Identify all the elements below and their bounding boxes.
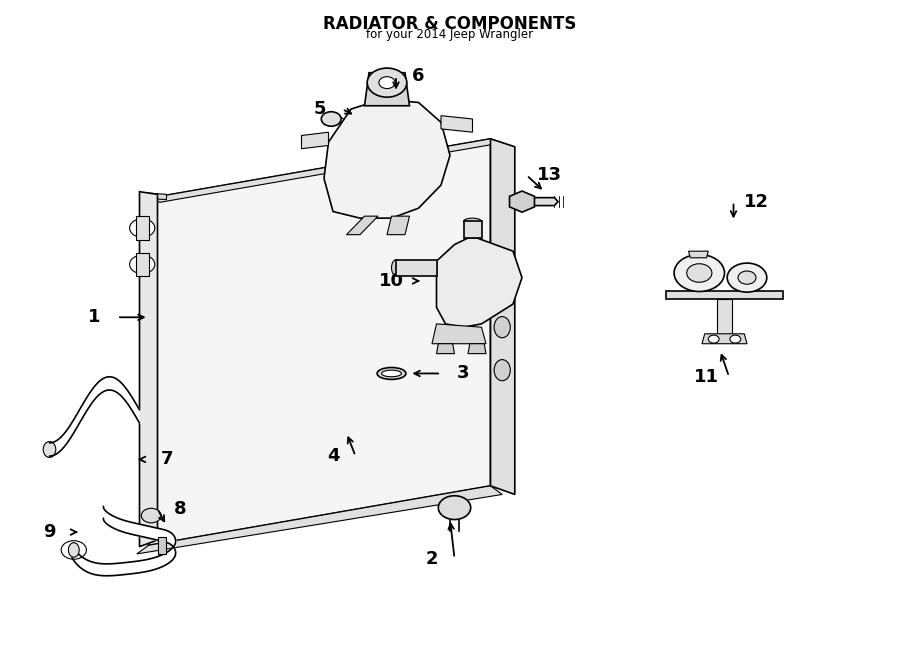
Circle shape xyxy=(738,271,756,284)
Polygon shape xyxy=(491,139,515,494)
Circle shape xyxy=(367,68,407,97)
Polygon shape xyxy=(666,291,783,299)
Circle shape xyxy=(708,335,719,343)
Polygon shape xyxy=(346,216,378,235)
Text: 5: 5 xyxy=(313,100,326,118)
Circle shape xyxy=(730,335,741,343)
Ellipse shape xyxy=(68,543,79,557)
Polygon shape xyxy=(432,324,486,344)
FancyBboxPatch shape xyxy=(136,253,149,276)
Text: 8: 8 xyxy=(174,500,186,518)
Circle shape xyxy=(379,77,395,89)
Circle shape xyxy=(137,260,148,268)
Polygon shape xyxy=(140,192,158,547)
Circle shape xyxy=(452,262,502,299)
Text: 12: 12 xyxy=(743,192,769,211)
Text: 11: 11 xyxy=(694,368,719,386)
Polygon shape xyxy=(531,198,558,206)
Polygon shape xyxy=(441,116,472,132)
Ellipse shape xyxy=(382,370,401,377)
Polygon shape xyxy=(364,73,410,106)
Polygon shape xyxy=(436,238,522,327)
Ellipse shape xyxy=(494,360,510,381)
Text: 7: 7 xyxy=(160,450,173,469)
Polygon shape xyxy=(468,344,486,354)
Text: 10: 10 xyxy=(379,272,404,290)
Polygon shape xyxy=(324,99,450,218)
Text: for your 2014 Jeep Wrangler: for your 2014 Jeep Wrangler xyxy=(366,28,534,42)
Circle shape xyxy=(130,219,155,237)
Polygon shape xyxy=(717,299,732,334)
Polygon shape xyxy=(436,344,454,354)
Circle shape xyxy=(687,264,712,282)
Polygon shape xyxy=(509,191,535,212)
Text: 4: 4 xyxy=(327,447,339,465)
Circle shape xyxy=(137,224,148,232)
Polygon shape xyxy=(464,221,482,238)
Text: RADIATOR & COMPONENTS: RADIATOR & COMPONENTS xyxy=(323,15,577,32)
Polygon shape xyxy=(148,139,490,545)
Ellipse shape xyxy=(494,267,510,288)
Circle shape xyxy=(141,508,161,523)
Polygon shape xyxy=(387,216,410,235)
Polygon shape xyxy=(396,260,436,276)
Circle shape xyxy=(674,254,725,292)
Text: 6: 6 xyxy=(412,67,425,85)
Ellipse shape xyxy=(494,317,510,338)
Polygon shape xyxy=(688,251,708,258)
Circle shape xyxy=(130,255,155,274)
Circle shape xyxy=(438,496,471,520)
Polygon shape xyxy=(158,537,166,554)
Polygon shape xyxy=(137,486,502,554)
Text: 9: 9 xyxy=(43,523,56,541)
Ellipse shape xyxy=(43,442,56,457)
Polygon shape xyxy=(147,193,166,200)
Polygon shape xyxy=(302,132,328,149)
Circle shape xyxy=(464,272,490,290)
Ellipse shape xyxy=(464,218,482,225)
Ellipse shape xyxy=(392,260,400,276)
Text: 13: 13 xyxy=(536,166,562,184)
Text: 1: 1 xyxy=(88,308,101,327)
Text: 2: 2 xyxy=(426,549,438,568)
Text: 3: 3 xyxy=(457,364,470,383)
Ellipse shape xyxy=(377,368,406,379)
Circle shape xyxy=(727,263,767,292)
Circle shape xyxy=(321,112,341,126)
Polygon shape xyxy=(148,139,502,202)
FancyBboxPatch shape xyxy=(136,216,149,240)
Polygon shape xyxy=(702,334,747,344)
